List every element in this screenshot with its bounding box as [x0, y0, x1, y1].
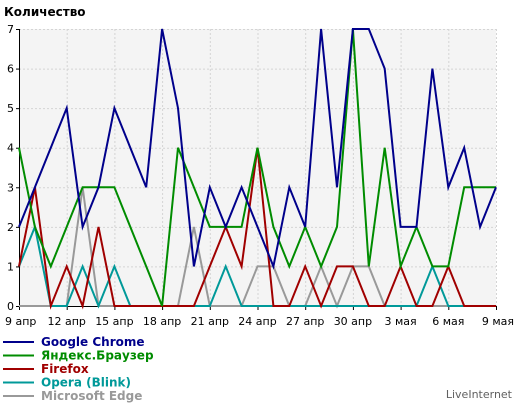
legend-label: Opera (Blink): [41, 376, 131, 390]
series-line: [18, 28, 497, 270]
x-tick-label: 6 мая: [432, 315, 464, 328]
x-tick-label: 3 мая: [385, 315, 417, 328]
y-tick-label: 7: [7, 23, 14, 36]
x-tick-label: 21 апр: [191, 315, 229, 328]
y-tick-label: 4: [7, 142, 14, 155]
x-tick-label: 24 апр: [238, 315, 276, 328]
legend-label: Google Chrome: [41, 335, 145, 349]
y-tick-label: 1: [7, 260, 14, 273]
legend-label: Яндекс.Браузер: [41, 349, 154, 363]
brand-label: LiveInternet: [446, 388, 513, 401]
x-tick-label: 27 апр: [286, 315, 324, 328]
x-tick-label: 18 апр: [143, 315, 181, 328]
y-tick-label: 3: [7, 181, 14, 194]
y-tick-label: 0: [7, 300, 14, 313]
y-tick-label: 6: [7, 63, 14, 76]
y-tick-label: 5: [7, 102, 14, 115]
legend: Google ChromeЯндекс.БраузерFirefoxOpera …: [3, 335, 154, 403]
y-tick-label: 2: [7, 221, 14, 234]
y-axis-title: Количество: [4, 5, 86, 19]
x-tick-label: 30 апр: [334, 315, 372, 328]
legend-label: Firefox: [41, 362, 89, 376]
series-lines: [18, 28, 497, 310]
x-tick-label: 9 мая: [482, 315, 514, 328]
legend-label: Microsoft Edge: [41, 389, 142, 403]
plot-background: [19, 29, 496, 306]
x-tick-label: 15 апр: [95, 315, 133, 328]
x-tick-label: 12 апр: [47, 315, 85, 328]
x-tick-label: 9 апр: [5, 315, 36, 328]
axes: 0 1 2 3 4 5 6 7 9 апр 12 апр 15 апр 18 апр 21 апр 24 …: [5, 23, 514, 328]
